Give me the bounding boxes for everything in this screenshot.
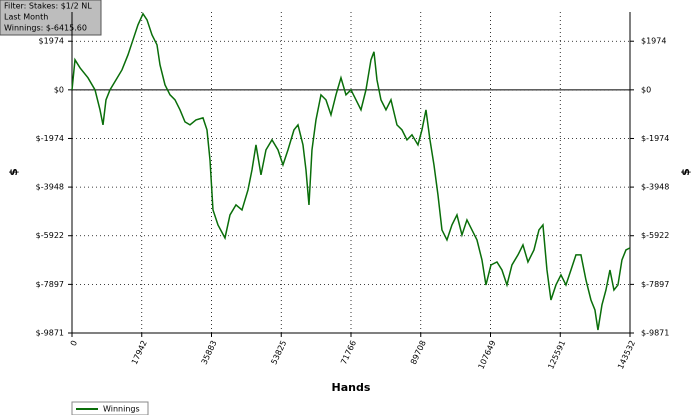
- filter-box: [0, 0, 102, 36]
- x-tick-label: 35883: [200, 339, 219, 366]
- annotation: Filter: Stakes: $1/2 NL: [4, 2, 92, 11]
- x-tick-label: 89708: [409, 339, 428, 366]
- x-tick-label: 71766: [339, 339, 358, 366]
- y-tick-label: $1974: [39, 37, 64, 46]
- y2-tick-label: $-3948: [641, 183, 669, 192]
- x-tick-label: 125591: [546, 339, 567, 370]
- y2-axis-title: $: [679, 168, 692, 176]
- annotation: Last Month: [4, 13, 48, 22]
- annotation: Winnings: $-6415.60: [4, 24, 87, 33]
- y-axis-title: $: [7, 168, 20, 176]
- y2-tick-label: $1974: [641, 37, 666, 46]
- y-tick-label: $-7897: [36, 280, 64, 289]
- x-tick-label: 143532: [616, 339, 637, 370]
- legend-label: Winnings: [103, 405, 140, 414]
- x-tick-label: 107649: [477, 339, 498, 370]
- y2-tick-label: $-5922: [641, 231, 669, 240]
- legend-box: [71, 401, 149, 415]
- y-tick-label: $0: [54, 85, 64, 94]
- series-line: [71, 12, 631, 331]
- x-tick-label: 0: [69, 339, 79, 347]
- y-tick-label: $-1974: [36, 134, 64, 143]
- x-axis-title: Hands: [332, 381, 371, 394]
- x-tick-label: 53825: [269, 339, 288, 366]
- y2-tick-label: $-7897: [641, 280, 669, 289]
- y2-tick-label: $-1974: [641, 134, 669, 143]
- y2-tick-label: $0: [641, 85, 651, 94]
- y-tick-label: $-3948: [36, 183, 64, 192]
- x-tick-label: 17942: [130, 339, 149, 366]
- y-tick-label: $-9871: [36, 329, 64, 338]
- y2-tick-label: $-9871: [641, 329, 669, 338]
- y-tick-label: $-5922: [36, 231, 64, 240]
